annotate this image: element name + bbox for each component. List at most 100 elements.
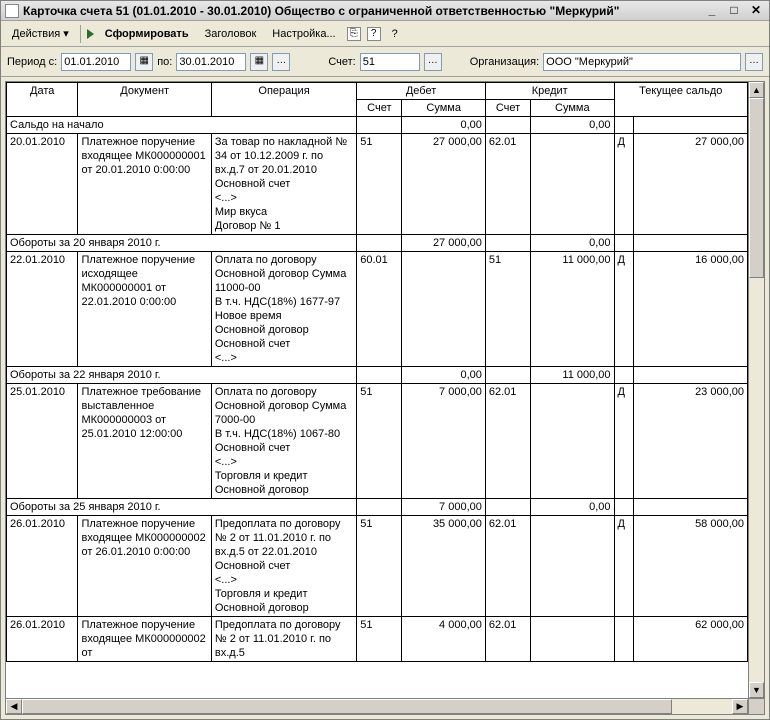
- actions-label: Действия: [12, 28, 60, 40]
- cell-credit-sum: [531, 617, 614, 662]
- table-row[interactable]: 26.01.2010Платежное поручение входящее М…: [7, 516, 748, 617]
- group-debit-sum: 0,00: [402, 117, 485, 134]
- cell-debit-sum: [402, 252, 485, 367]
- calendar-icon-to[interactable]: ▦: [250, 53, 268, 71]
- vscroll-track[interactable]: [749, 98, 764, 682]
- scroll-down-button[interactable]: ▼: [749, 682, 764, 698]
- close-button[interactable]: ✕: [747, 4, 765, 18]
- cell-credit-acc: 62.01: [485, 134, 530, 235]
- window-title: Карточка счета 51 (01.01.2010 - 30.01.20…: [23, 4, 703, 18]
- titlebar: Карточка счета 51 (01.01.2010 - 30.01.20…: [1, 1, 769, 21]
- group-row: Сальдо на начало0,000,00: [7, 117, 748, 134]
- th-debit-sum: Сумма: [402, 100, 485, 117]
- main-window: Карточка счета 51 (01.01.2010 - 30.01.20…: [0, 0, 770, 720]
- cell-date: 22.01.2010: [7, 252, 78, 367]
- cell-document: Платежное поручение входящее МК000000002…: [78, 617, 211, 662]
- account-input[interactable]: [360, 53, 420, 71]
- vscroll-thumb[interactable]: [749, 98, 764, 278]
- cell-credit-acc: 62.01: [485, 617, 530, 662]
- cell-credit-sum: [531, 134, 614, 235]
- group-row: Обороты за 22 января 2010 г.0,0011 000,0…: [7, 367, 748, 384]
- toolbar: Действия ▾ Сформировать Заголовок Настро…: [1, 21, 769, 47]
- cell-debit-sum: 7 000,00: [402, 384, 485, 499]
- header-button[interactable]: Заголовок: [198, 25, 264, 43]
- cell-balance: 27 000,00: [633, 134, 747, 235]
- body-area: Дата Документ Операция Дебет Кредит Теку…: [1, 77, 769, 719]
- period-from-label: Период с:: [7, 56, 57, 68]
- cell-operation: Оплата по договору Основной договор Сумм…: [211, 384, 356, 499]
- group-credit-sum: 0,00: [531, 499, 614, 516]
- cell-credit-sum: [531, 384, 614, 499]
- calendar-icon-from[interactable]: ▦: [135, 53, 153, 71]
- group-debit-sum: 27 000,00: [402, 235, 485, 252]
- cell-dc: Д: [614, 384, 633, 499]
- scroll-right-button[interactable]: ▶: [732, 699, 748, 714]
- org-select-button[interactable]: …: [745, 53, 763, 71]
- period-to-input[interactable]: [176, 53, 246, 71]
- org-input[interactable]: [543, 53, 741, 71]
- cell-date: 20.01.2010: [7, 134, 78, 235]
- header-row-1: Дата Документ Операция Дебет Кредит Теку…: [7, 83, 748, 100]
- group-label: Обороты за 20 января 2010 г.: [7, 235, 357, 252]
- group-credit-sum: 0,00: [531, 235, 614, 252]
- cell-document: Платежное поручение входящее МК000000001…: [78, 134, 211, 235]
- ledger-table: Дата Документ Операция Дебет Кредит Теку…: [6, 82, 748, 662]
- group-debit-sum: 7 000,00: [402, 499, 485, 516]
- period-to-label: по:: [157, 56, 172, 68]
- cell-dc: Д: [614, 252, 633, 367]
- cell-balance: 62 000,00: [633, 617, 747, 662]
- vertical-scrollbar[interactable]: ▲ ▼: [749, 81, 765, 699]
- cell-date: 26.01.2010: [7, 516, 78, 617]
- cell-debit-sum: 4 000,00: [402, 617, 485, 662]
- group-row: Обороты за 20 января 2010 г. 27 000,00 0,0…: [7, 235, 748, 252]
- table-row[interactable]: 25.01.2010Платежное требование выставлен…: [7, 384, 748, 499]
- group-credit-sum: 0,00: [531, 117, 614, 134]
- account-label: Счет:: [328, 56, 355, 68]
- actions-menu[interactable]: Действия ▾: [5, 24, 76, 43]
- cell-debit-sum: 35 000,00: [402, 516, 485, 617]
- cell-credit-sum: 11 000,00: [531, 252, 614, 367]
- group-label: Обороты за 22 января 2010 г.: [7, 367, 357, 384]
- scroll-up-button[interactable]: ▲: [749, 82, 764, 98]
- group-row: Обороты за 25 января 2010 г. 7 000,00 0,00: [7, 499, 748, 516]
- hscroll-track[interactable]: [22, 699, 732, 714]
- tool-icon-1[interactable]: ⎘: [347, 27, 361, 41]
- cell-credit-acc: 62.01: [485, 384, 530, 499]
- org-label: Организация:: [470, 56, 539, 68]
- minimize-button[interactable]: _: [703, 4, 721, 18]
- scroll-left-button[interactable]: ◀: [6, 699, 22, 714]
- settings-button[interactable]: Настройка...: [265, 25, 342, 43]
- cell-dc: [614, 617, 633, 662]
- group-label: Обороты за 25 января 2010 г.: [7, 499, 357, 516]
- th-operation: Операция: [211, 83, 356, 117]
- cell-document: Платежное поручение входящее МК000000002…: [78, 516, 211, 617]
- tool-icon-2[interactable]: ?: [367, 27, 381, 41]
- cell-debit-sum: 27 000,00: [402, 134, 485, 235]
- hscroll-thumb[interactable]: [22, 699, 672, 714]
- table-row[interactable]: 20.01.2010Платежное поручение входящее М…: [7, 134, 748, 235]
- cell-operation: За товар по накладной № 34 от 10.12.2009…: [211, 134, 356, 235]
- account-select-button[interactable]: …: [424, 53, 442, 71]
- th-credit-sum: Сумма: [531, 100, 614, 117]
- horizontal-scrollbar[interactable]: ◀ ▶: [5, 699, 749, 715]
- maximize-button[interactable]: □: [725, 4, 743, 18]
- form-button[interactable]: Сформировать: [98, 25, 196, 43]
- cell-date: 26.01.2010: [7, 617, 78, 662]
- cell-operation: Оплата по договору Основной договор Сумм…: [211, 252, 356, 367]
- cell-debit-acc: 51: [357, 516, 402, 617]
- period-select-button[interactable]: …: [272, 53, 290, 71]
- help-button[interactable]: ?: [385, 25, 405, 43]
- table-row[interactable]: 26.01.2010Платежное поручение входящее М…: [7, 617, 748, 662]
- cell-credit-acc: 51: [485, 252, 530, 367]
- group-debit-sum: 0,00: [402, 367, 485, 384]
- table-row[interactable]: 22.01.2010Платежное поручение исходящее …: [7, 252, 748, 367]
- play-icon[interactable]: [87, 29, 94, 39]
- size-grip[interactable]: [749, 699, 765, 715]
- th-credit: Кредит: [485, 83, 614, 100]
- cell-balance: 16 000,00: [633, 252, 747, 367]
- app-icon: [5, 4, 19, 18]
- th-debit-acc: Счет: [357, 100, 402, 117]
- cell-debit-acc: 60.01: [357, 252, 402, 367]
- cell-balance: 58 000,00: [633, 516, 747, 617]
- period-from-input[interactable]: [61, 53, 131, 71]
